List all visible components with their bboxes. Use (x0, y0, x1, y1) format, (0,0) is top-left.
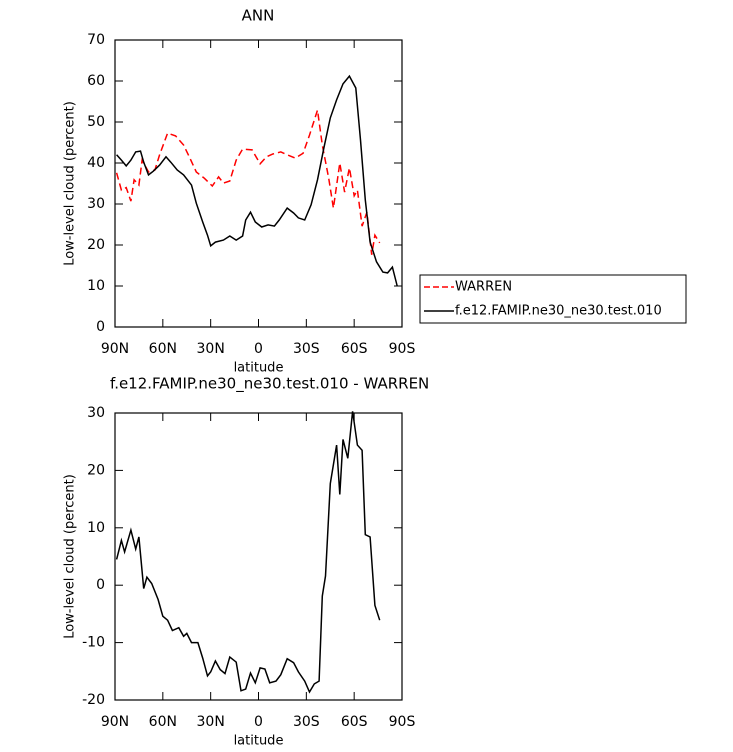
y-tick-label: 60 (87, 73, 105, 89)
y-tick-label: 30 (87, 405, 105, 421)
x-axis-label: latitude (234, 361, 284, 376)
chart-title: ANN (242, 7, 275, 25)
x-tick-label: 0 (254, 714, 263, 730)
plot-frame (114, 412, 403, 701)
y-tick-label: 10 (87, 278, 105, 294)
y-axis-label: Low-level cloud (percent) (63, 101, 78, 266)
y-tick-label: -10 (82, 635, 105, 651)
legend-box (419, 274, 687, 324)
chart-title: f.e12.FAMIP.ne30_ne30.test.010 - WARREN (110, 375, 429, 394)
data-line (115, 109, 381, 255)
y-tick-label: 0 (96, 319, 105, 335)
x-tick-label: 90S (389, 714, 416, 730)
data-line (115, 411, 381, 694)
y-tick-label: 20 (87, 237, 105, 253)
y-tick-label: 70 (87, 32, 105, 48)
data-line (116, 74, 398, 287)
x-tick-label: 90N (101, 341, 129, 357)
legend-label: WARREN (455, 280, 512, 295)
x-tick-label: 30S (293, 714, 320, 730)
x-tick-label: 60N (149, 341, 177, 357)
x-tick-label: 60N (149, 714, 177, 730)
x-tick-label: 60S (341, 341, 368, 357)
y-tick-label: -20 (82, 692, 105, 708)
y-tick-label: 10 (87, 520, 105, 536)
x-tick-label: 0 (254, 341, 263, 357)
x-tick-label: 90N (101, 714, 129, 730)
x-axis-label: latitude (234, 734, 284, 749)
y-tick-label: 50 (87, 114, 105, 130)
plot-frame (114, 39, 403, 328)
y-tick-label: 20 (87, 462, 105, 478)
y-tick-label: 0 (96, 577, 105, 593)
legend-label: f.e12.FAMIP.ne30_ne30.test.010 (455, 304, 662, 319)
x-tick-label: 90S (389, 341, 416, 357)
y-axis-label: Low-level cloud (percent) (63, 474, 78, 639)
y-tick-label: 30 (87, 196, 105, 212)
x-tick-label: 30S (293, 341, 320, 357)
y-tick-label: 40 (87, 155, 105, 171)
x-tick-label: 60S (341, 714, 368, 730)
x-tick-label: 30N (197, 341, 225, 357)
x-tick-label: 30N (197, 714, 225, 730)
